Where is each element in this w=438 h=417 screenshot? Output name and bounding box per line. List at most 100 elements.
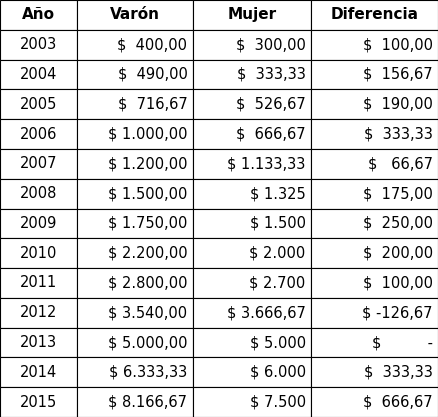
Text: 2007: 2007 (20, 156, 57, 171)
Text: $ 3.666,67: $ 3.666,67 (227, 305, 306, 320)
Bar (311, 387, 438, 417)
Bar (0, 238, 77, 268)
Bar (77, 149, 193, 179)
Bar (193, 149, 311, 179)
Bar (193, 0, 311, 30)
Bar (311, 328, 438, 357)
Text: 2009: 2009 (20, 216, 57, 231)
Bar (77, 268, 193, 298)
Bar (193, 179, 311, 208)
Bar (0, 119, 77, 149)
Text: $  250,00: $ 250,00 (363, 216, 433, 231)
Bar (77, 387, 193, 417)
Text: 2012: 2012 (20, 305, 57, 320)
Text: $  190,00: $ 190,00 (363, 97, 433, 112)
Text: $   66,67: $ 66,67 (368, 156, 433, 171)
Bar (0, 357, 77, 387)
Bar (77, 89, 193, 119)
Bar (0, 208, 77, 238)
Text: $ 6.333,33: $ 6.333,33 (109, 365, 187, 380)
Bar (0, 298, 77, 328)
Bar (311, 0, 438, 30)
Text: $  526,67: $ 526,67 (236, 97, 306, 112)
Text: 2013: 2013 (20, 335, 57, 350)
Text: $  333,33: $ 333,33 (364, 365, 433, 380)
Bar (311, 179, 438, 208)
Text: 2010: 2010 (20, 246, 57, 261)
Bar (77, 30, 193, 60)
Text: $ 1.200,00: $ 1.200,00 (108, 156, 187, 171)
Text: 2003: 2003 (20, 37, 57, 52)
Text: $ 1.500,00: $ 1.500,00 (108, 186, 187, 201)
Text: $          -: $ - (372, 335, 433, 350)
Text: Año: Año (22, 8, 55, 23)
Text: 2011: 2011 (20, 276, 57, 291)
Bar (0, 179, 77, 208)
Text: 2006: 2006 (20, 126, 57, 141)
Bar (193, 268, 311, 298)
Bar (193, 60, 311, 89)
Bar (0, 268, 77, 298)
Bar (193, 328, 311, 357)
Bar (0, 387, 77, 417)
Bar (193, 30, 311, 60)
Text: 2014: 2014 (20, 365, 57, 380)
Bar (311, 30, 438, 60)
Bar (77, 60, 193, 89)
Text: $  490,00: $ 490,00 (117, 67, 187, 82)
Bar (311, 119, 438, 149)
Bar (311, 268, 438, 298)
Bar (77, 0, 193, 30)
Bar (0, 60, 77, 89)
Text: $ 1.325: $ 1.325 (250, 186, 306, 201)
Text: $ 2.200,00: $ 2.200,00 (108, 246, 187, 261)
Bar (311, 298, 438, 328)
Text: 2015: 2015 (20, 394, 57, 409)
Bar (77, 179, 193, 208)
Text: $ 1.000,00: $ 1.000,00 (108, 126, 187, 141)
Text: $  300,00: $ 300,00 (236, 37, 306, 52)
Bar (77, 328, 193, 357)
Text: Varón: Varón (110, 8, 160, 23)
Bar (311, 238, 438, 268)
Bar (0, 328, 77, 357)
Text: $  333,33: $ 333,33 (237, 67, 306, 82)
Text: $  200,00: $ 200,00 (363, 246, 433, 261)
Bar (193, 238, 311, 268)
Bar (311, 89, 438, 119)
Bar (193, 208, 311, 238)
Text: $ 3.540,00: $ 3.540,00 (108, 305, 187, 320)
Text: $ 2.000: $ 2.000 (250, 246, 306, 261)
Text: $  400,00: $ 400,00 (117, 37, 187, 52)
Text: $  100,00: $ 100,00 (363, 276, 433, 291)
Text: $  666,67: $ 666,67 (236, 126, 306, 141)
Bar (77, 238, 193, 268)
Text: $ 1.500: $ 1.500 (250, 216, 306, 231)
Text: $  175,00: $ 175,00 (363, 186, 433, 201)
Bar (77, 357, 193, 387)
Bar (193, 119, 311, 149)
Bar (311, 357, 438, 387)
Text: Mujer: Mujer (227, 8, 276, 23)
Bar (0, 149, 77, 179)
Text: $ 1.750,00: $ 1.750,00 (108, 216, 187, 231)
Bar (0, 0, 77, 30)
Text: $  100,00: $ 100,00 (363, 37, 433, 52)
Bar (77, 119, 193, 149)
Bar (311, 149, 438, 179)
Text: $  156,67: $ 156,67 (363, 67, 433, 82)
Text: $ 8.166,67: $ 8.166,67 (109, 394, 187, 409)
Bar (311, 60, 438, 89)
Text: $  666,67: $ 666,67 (363, 394, 433, 409)
Bar (193, 298, 311, 328)
Bar (193, 387, 311, 417)
Text: $ 2.800,00: $ 2.800,00 (108, 276, 187, 291)
Bar (77, 208, 193, 238)
Bar (193, 357, 311, 387)
Text: $ 2.700: $ 2.700 (250, 276, 306, 291)
Text: 2004: 2004 (20, 67, 57, 82)
Text: $  716,67: $ 716,67 (118, 97, 187, 112)
Bar (193, 89, 311, 119)
Bar (0, 30, 77, 60)
Text: Diferencia: Diferencia (331, 8, 418, 23)
